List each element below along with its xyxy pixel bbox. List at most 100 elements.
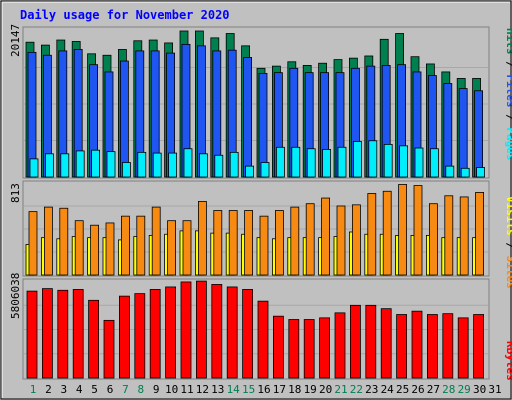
pages-bar-18 bbox=[291, 146, 301, 178]
pages-bar-3 bbox=[60, 153, 70, 178]
x-label-16: 16 bbox=[257, 383, 270, 396]
x-label-4: 4 bbox=[76, 383, 83, 396]
visits-bar-6 bbox=[105, 222, 115, 276]
pages-bar-28 bbox=[445, 165, 455, 178]
pages-bar-7 bbox=[122, 162, 131, 178]
pages-bar-19 bbox=[306, 148, 316, 178]
visits-bar-17 bbox=[274, 210, 284, 276]
pages-bar-26 bbox=[414, 147, 424, 178]
x-label-29: 29 bbox=[458, 383, 471, 396]
legend-hits-part-3: / bbox=[504, 108, 512, 128]
files-bar-15 bbox=[243, 57, 253, 178]
kbytes-bar-5 bbox=[88, 299, 99, 379]
kbytes-bar-1 bbox=[26, 290, 38, 379]
kbytes-bar-30 bbox=[473, 314, 485, 379]
kbytes-bar-27 bbox=[426, 314, 438, 379]
visits-max-label: 813 bbox=[9, 183, 22, 203]
pages-bar-22 bbox=[352, 141, 362, 178]
kbytes-bar-7 bbox=[119, 295, 130, 379]
kbytes-bar-24 bbox=[380, 308, 392, 379]
pages-bar-11 bbox=[183, 148, 193, 178]
x-label-25: 25 bbox=[396, 383, 409, 396]
visits-bar-9 bbox=[151, 206, 161, 276]
kbytes-bar-12 bbox=[195, 280, 207, 379]
kbytes-bar-15 bbox=[242, 289, 254, 379]
pages-bar-15 bbox=[245, 165, 255, 178]
kbytes-bar-26 bbox=[411, 310, 423, 379]
visits-bar-12 bbox=[197, 201, 207, 276]
visits-bar-5 bbox=[90, 224, 99, 276]
visits-bar-20 bbox=[321, 197, 331, 276]
visits-bar-13 bbox=[213, 210, 223, 276]
legend-visits-part-0: Visits bbox=[504, 196, 512, 236]
visits-bar-15 bbox=[244, 210, 254, 276]
legend-visits-part-1: / bbox=[504, 236, 512, 256]
x-label-24: 24 bbox=[381, 383, 395, 396]
visits-sites-legend: Visits / Sites bbox=[504, 196, 512, 289]
hits-files-pages-legend: Hits / Files / Pages bbox=[504, 28, 512, 161]
x-axis-labels: 1 2 3 4 5 6 7 8 9 10 11 12 13 14 15 16 17 18 19 20 21 22 23 24 2… bbox=[30, 383, 502, 396]
visits-bar-23 bbox=[367, 193, 377, 276]
visits-bar-3 bbox=[59, 207, 69, 276]
kbytes-bar-28 bbox=[442, 313, 454, 379]
x-label-20: 20 bbox=[319, 383, 332, 396]
visits-bar-16 bbox=[259, 215, 269, 276]
pages-bar-17 bbox=[275, 146, 285, 178]
x-label-17: 17 bbox=[273, 383, 286, 396]
legend-hits-part-4: Pages bbox=[504, 127, 512, 160]
hits-max-label: 20147 bbox=[9, 24, 22, 57]
x-label-22: 22 bbox=[350, 383, 363, 396]
kbytes-bar-29 bbox=[457, 317, 469, 379]
kbytes-bar-8 bbox=[134, 293, 146, 379]
x-label-3: 3 bbox=[60, 383, 67, 396]
x-label-8: 8 bbox=[137, 383, 144, 396]
pages-bar-24 bbox=[383, 143, 393, 178]
pages-bar-16 bbox=[260, 162, 270, 178]
x-label-30: 30 bbox=[473, 383, 486, 396]
x-label-27: 27 bbox=[427, 383, 440, 396]
kbytes-bar-20 bbox=[319, 317, 331, 379]
visits-bar-7 bbox=[121, 215, 130, 276]
visits-bar-25 bbox=[398, 184, 408, 276]
kbytes-bar-3 bbox=[57, 289, 69, 379]
visits-bar-14 bbox=[228, 210, 238, 276]
visits-bar-19 bbox=[305, 203, 315, 276]
legend-visits-part-2: Sites bbox=[504, 256, 512, 289]
visits-bar-22 bbox=[351, 204, 361, 276]
visits-bar-24 bbox=[382, 190, 392, 276]
pages-bar-30 bbox=[476, 167, 486, 178]
kbytes-bar-4 bbox=[72, 289, 84, 379]
pages-bar-20 bbox=[322, 149, 332, 178]
legend-kbytes-part-0: KBytes bbox=[504, 341, 512, 381]
x-label-13: 13 bbox=[211, 383, 224, 396]
pages-bar-29 bbox=[460, 167, 470, 178]
files-bar-29 bbox=[458, 88, 468, 178]
x-label-1: 1 bbox=[30, 383, 37, 396]
legend-hits-part-1: / bbox=[504, 55, 512, 75]
visits-bar-2 bbox=[44, 206, 53, 276]
x-label-21: 21 bbox=[334, 383, 347, 396]
x-label-12: 12 bbox=[196, 383, 209, 396]
kbytes-bar-25 bbox=[396, 314, 408, 379]
pages-bar-1 bbox=[29, 158, 39, 178]
pages-bar-13 bbox=[214, 154, 224, 178]
kbytes-bar-23 bbox=[365, 304, 377, 379]
kbytes-bar-13 bbox=[211, 284, 223, 379]
pages-bar-21 bbox=[337, 146, 347, 178]
pages-bar-6 bbox=[106, 151, 116, 178]
pages-bar-2 bbox=[45, 153, 54, 178]
pages-bar-5 bbox=[91, 149, 100, 178]
kbytes-bar-6 bbox=[103, 319, 115, 379]
visits-bar-10 bbox=[167, 220, 177, 276]
kbytes-bar-14 bbox=[226, 286, 238, 379]
pages-bar-25 bbox=[399, 145, 409, 178]
kbytes-bar-19 bbox=[303, 319, 315, 379]
files-bar-1 bbox=[27, 51, 37, 178]
x-label-23: 23 bbox=[365, 383, 378, 396]
kbytes-bar-16 bbox=[257, 300, 269, 379]
kbytes-bar-17 bbox=[272, 315, 284, 379]
x-label-31: 31 bbox=[488, 383, 501, 396]
files-bar-28 bbox=[443, 83, 453, 178]
x-label-5: 5 bbox=[91, 383, 98, 396]
